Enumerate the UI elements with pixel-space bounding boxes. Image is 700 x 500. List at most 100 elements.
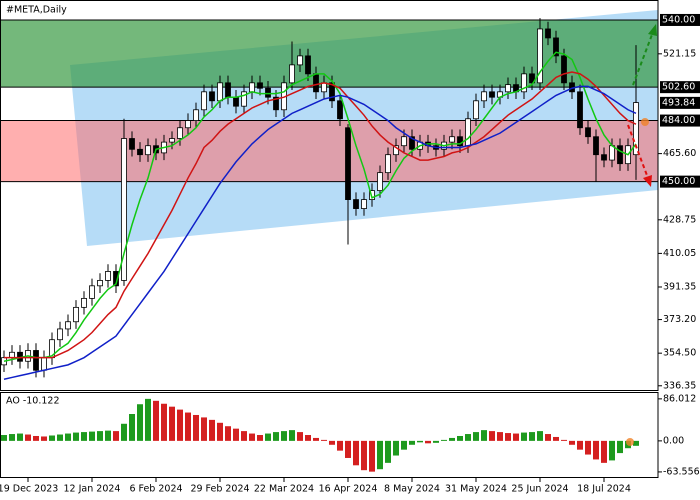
y-tick-label: 428.75	[663, 214, 696, 225]
ao-bar	[305, 435, 311, 441]
marker	[641, 118, 649, 126]
up-arrow	[632, 31, 654, 86]
y-tick-label: 465.60	[663, 148, 696, 159]
ao-bar	[449, 437, 455, 441]
candle-body	[561, 55, 567, 84]
candle-body	[217, 82, 223, 102]
candle-body	[97, 280, 103, 287]
candle-body	[505, 84, 511, 93]
ao-bar	[553, 436, 559, 441]
down-arrow	[627, 124, 649, 179]
y-tick-label: 521.15	[663, 48, 696, 59]
candle-body	[241, 91, 247, 107]
ao-title: AO -10.122	[6, 396, 60, 407]
candle-body	[9, 351, 15, 359]
level-label: 450.00	[662, 176, 695, 187]
ao-bar	[185, 412, 191, 441]
candle-body	[193, 109, 199, 121]
ao-bar	[1, 435, 7, 441]
ao-frame	[0, 392, 659, 478]
ao-bar	[25, 434, 31, 441]
ao-bar	[121, 423, 127, 441]
candle-body	[617, 145, 623, 165]
moving-average	[3, 51, 637, 362]
candle-body	[137, 148, 143, 156]
x-tick-label: 18 Jul 2024	[577, 484, 631, 495]
price-frame	[0, 0, 659, 391]
ao-bar	[137, 404, 143, 441]
ao-bar	[17, 433, 23, 441]
candle-body	[601, 154, 607, 161]
x-tick-label: 22 Mar 2024	[254, 484, 314, 495]
ao-bar	[281, 431, 287, 441]
candle-body	[457, 136, 463, 147]
candle-body	[553, 37, 559, 57]
ao-bar	[217, 422, 223, 441]
ao-bar	[601, 440, 607, 463]
ao-bar	[289, 430, 295, 441]
candle-body	[313, 73, 319, 93]
level-label: 484.00	[662, 115, 695, 126]
candle-body	[209, 91, 215, 102]
ao-bar	[105, 430, 111, 441]
y-tick-label: 86.012	[663, 393, 696, 404]
ao-bar	[329, 440, 335, 445]
ao-bar	[169, 406, 175, 441]
level-label: 502.60	[662, 82, 695, 93]
candle-body	[489, 91, 495, 98]
price-panel	[1, 10, 658, 380]
x-tick-label: 29 Feb 2024	[190, 484, 249, 495]
ao-bar	[441, 439, 447, 441]
y-tick-label: 410.05	[663, 248, 696, 259]
x-tick-label: 25 Jun 2024	[511, 484, 568, 495]
ao-bar	[385, 440, 391, 463]
x-tick-label: 19 Dec 2023	[0, 484, 58, 495]
ao-bar	[521, 432, 527, 441]
marker	[626, 438, 634, 446]
candle-body	[201, 91, 207, 111]
ao-bar	[569, 440, 575, 445]
level-label-box	[660, 81, 700, 94]
level-label-box	[660, 175, 700, 188]
ao-bar	[409, 440, 415, 445]
zone	[1, 120, 658, 182]
candle-body	[353, 199, 359, 209]
candle-body	[273, 96, 279, 111]
candle-body	[529, 73, 535, 84]
ao-bar	[505, 433, 511, 441]
ao-bar	[377, 440, 383, 470]
up-arrowhead	[648, 24, 657, 36]
ao-bar	[73, 432, 79, 441]
y-tick-label: 373.20	[663, 314, 696, 325]
ao-bar	[433, 440, 439, 443]
ao-bar	[593, 440, 599, 460]
ao-bar	[393, 440, 399, 456]
candle-body	[129, 138, 135, 150]
candle-body	[329, 82, 335, 102]
ao-bar	[161, 403, 167, 441]
candle-body	[473, 100, 479, 120]
ao-bar	[297, 432, 303, 441]
y-tick-label: 354.50	[663, 348, 696, 359]
candle-body	[385, 154, 391, 174]
candle-body	[337, 100, 343, 120]
candle-body	[545, 28, 551, 39]
candle-body	[113, 271, 119, 287]
candle-body	[177, 127, 183, 139]
level-label: 493.84	[662, 97, 695, 108]
x-tick-label: 31 May 2024	[445, 484, 507, 495]
candle-body	[465, 118, 471, 147]
ao-bar	[193, 414, 199, 441]
candle-body	[609, 145, 615, 161]
ao-bar	[129, 414, 135, 441]
ao-bar	[497, 432, 503, 441]
ao-bar	[425, 440, 431, 444]
candle-body	[449, 136, 455, 143]
moving-average	[3, 85, 637, 380]
ao-bar	[9, 434, 15, 441]
candle-body	[305, 55, 311, 75]
down-arrowhead	[643, 175, 652, 187]
candle-body	[41, 357, 47, 371]
x-tick-label: 6 Feb 2024	[129, 484, 182, 495]
